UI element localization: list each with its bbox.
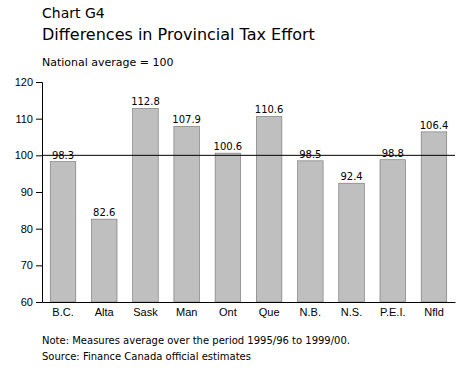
- y-axis: 60 70 80 90 100 110 120: [15, 76, 43, 308]
- plot: 60 70 80 90 100 110 120 B.C. Alta Sask Man Ont Que N.…: [15, 76, 456, 318]
- tick: B.C.: [52, 302, 73, 318]
- tick: 90: [21, 186, 42, 198]
- tick-label: B.C.: [52, 306, 73, 318]
- tick-label: Que: [259, 306, 280, 318]
- tick: 70: [21, 259, 42, 271]
- tick-label: 60: [21, 296, 33, 308]
- tick-label: Alta: [95, 306, 115, 318]
- tick-label: 70: [21, 259, 33, 271]
- data-label: 98.8: [382, 148, 404, 159]
- tick: 110: [15, 113, 42, 125]
- subtitle: Differences in Provincial Tax Effort: [42, 25, 315, 44]
- bar: [215, 153, 241, 302]
- tick: Ont: [219, 302, 237, 318]
- tick-label: 90: [21, 186, 33, 198]
- tick-label: 120: [15, 76, 33, 88]
- tick-label: 100: [15, 149, 33, 161]
- bar: [133, 108, 159, 302]
- data-label: 98.5: [299, 149, 321, 160]
- bar: [380, 160, 406, 302]
- tick-mark: [36, 82, 42, 83]
- bar: [298, 161, 324, 302]
- tick: 100: [15, 149, 42, 161]
- tick-label: 80: [21, 223, 33, 235]
- data-label: 82.6: [93, 207, 115, 218]
- annotation: Source: Finance Canada official estimate…: [42, 351, 251, 362]
- tick-mark: [36, 302, 42, 303]
- tick-label: P.E.I.: [380, 306, 405, 318]
- x-axis: B.C. Alta Sask Man Ont Que N.B. N.S. P.E.I. Nfld: [43, 302, 456, 318]
- tick-label: Man: [176, 306, 197, 318]
- tick: 60: [21, 296, 42, 308]
- tick: Alta: [95, 302, 115, 318]
- tick: Sask: [133, 302, 158, 318]
- tick: N.S.: [341, 302, 362, 318]
- data-label: 98.3: [52, 150, 74, 161]
- tick-label: 110: [15, 113, 33, 125]
- data-label: 112.8: [131, 96, 160, 107]
- tick: Man: [176, 302, 197, 318]
- tick: P.E.I.: [380, 302, 405, 318]
- tick-mark: [36, 192, 42, 193]
- data-label: 107.9: [172, 114, 201, 125]
- tick-label: Nfld: [424, 306, 444, 318]
- tick: N.B.: [300, 302, 321, 318]
- tick-mark: [36, 229, 42, 230]
- bar: [50, 162, 76, 302]
- marks: [42, 108, 455, 302]
- tick-label: N.B.: [300, 306, 321, 318]
- bar: [339, 183, 365, 302]
- tick-mark: [36, 155, 42, 156]
- data-label: 106.4: [420, 120, 449, 131]
- tick-mark: [36, 265, 42, 266]
- bar: [174, 126, 200, 302]
- bar: [256, 116, 282, 302]
- tick-label: Ont: [219, 306, 237, 318]
- axis-line: [36, 83, 43, 303]
- tick: 120: [15, 76, 42, 88]
- bar: [91, 219, 117, 302]
- tick: Que: [259, 302, 280, 318]
- chart: Chart G4 Differences in Provincial Tax Ef…: [0, 0, 470, 374]
- tick-label: Sask: [133, 306, 158, 318]
- tick-label: N.S.: [341, 306, 362, 318]
- tick: Nfld: [424, 302, 444, 318]
- axis-line: [43, 302, 456, 303]
- tick: 80: [21, 223, 42, 235]
- data-labels: 98.3 82.6 112.8 107.9 100.6 110.6 98.5 92.4 98.8…: [52, 96, 448, 218]
- annotation: Note: Measures average over the period 1…: [42, 335, 350, 346]
- data-label: 92.4: [340, 171, 362, 182]
- annotation: National average = 100: [42, 56, 174, 69]
- data-label: 100.6: [214, 141, 243, 152]
- tick-mark: [36, 119, 42, 120]
- title: Chart G4: [42, 5, 105, 21]
- bar: [421, 132, 447, 302]
- data-label: 110.6: [255, 104, 284, 115]
